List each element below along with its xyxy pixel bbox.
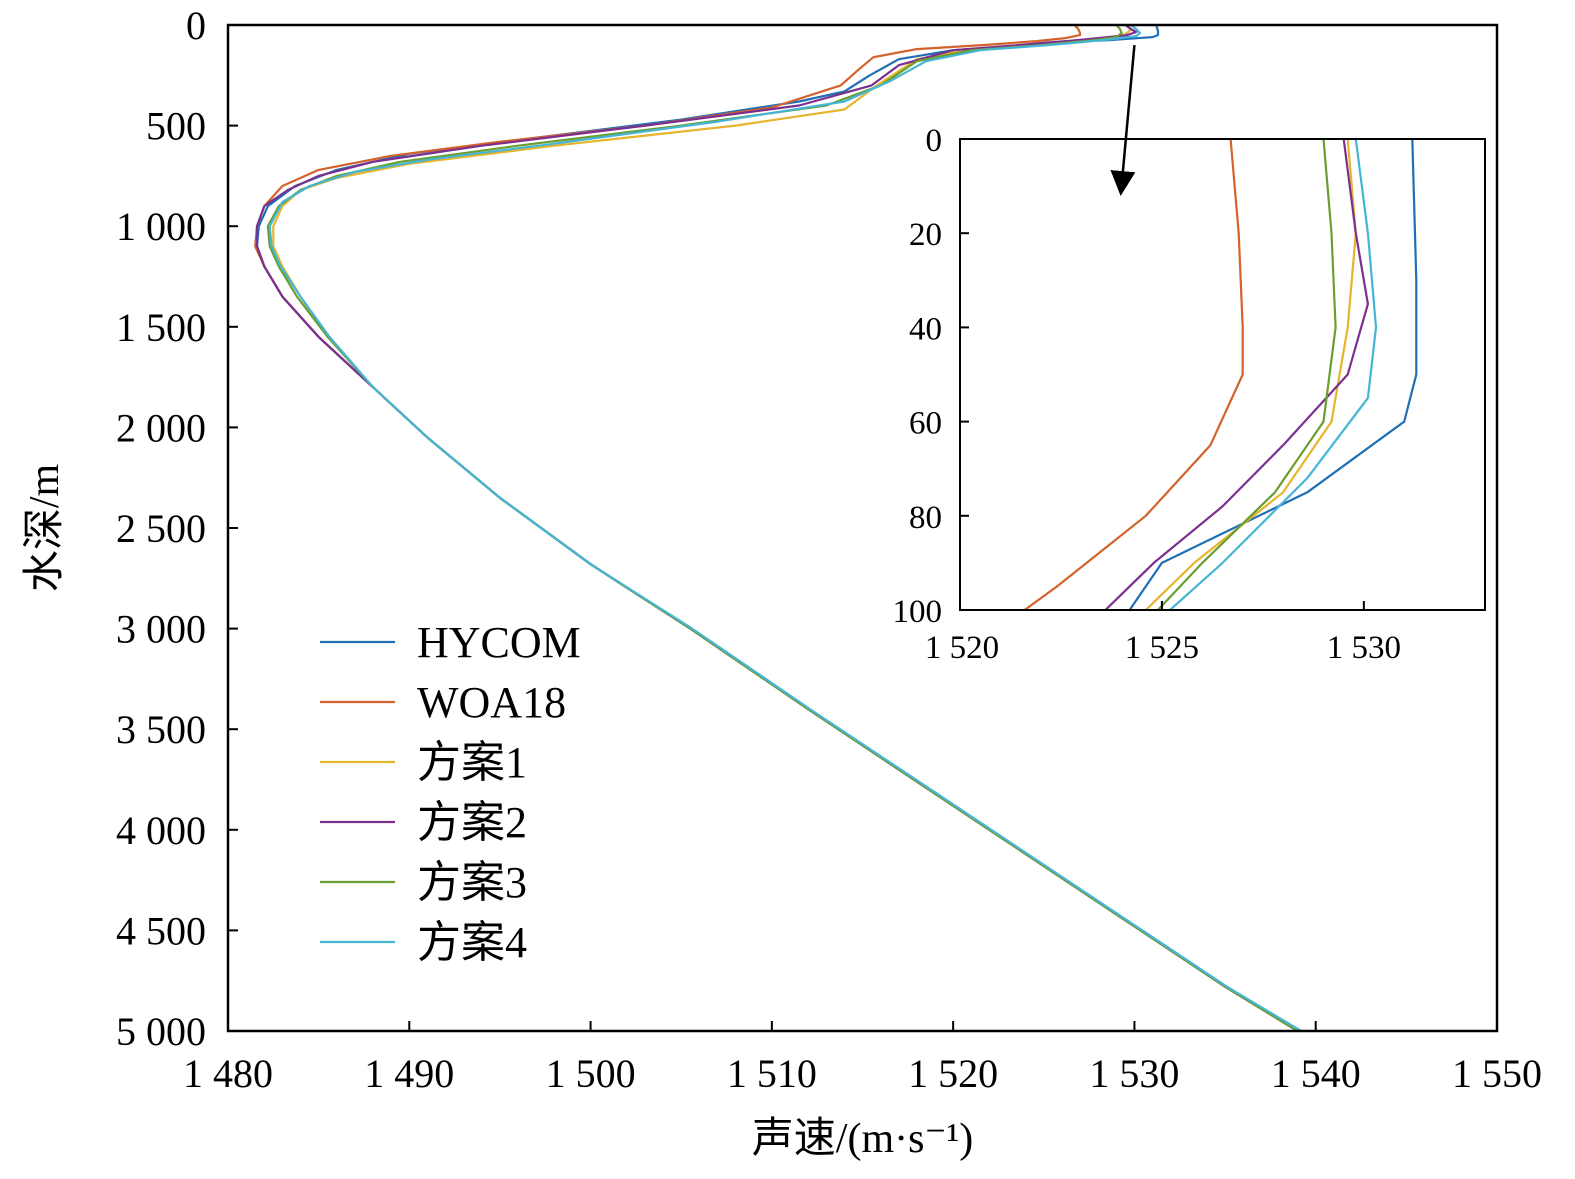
y-tick-label: 3 500 [116, 707, 206, 752]
inset-line-series-3 [1143, 139, 1357, 610]
y-tick-label: 2 500 [116, 506, 206, 551]
legend-label-5: 方案3 [417, 858, 527, 907]
x-axis-title: 声速/(m·s⁻¹) [752, 1116, 973, 1162]
inset-series-group [1022, 139, 1418, 610]
inset-x-tick-label: 1 520 [925, 630, 999, 666]
x-tick-label: 1 490 [364, 1051, 454, 1096]
x-tick-label: 1 540 [1271, 1051, 1361, 1096]
inset-y-tick-label: 0 [926, 123, 943, 159]
inset-line-series-4 [1103, 139, 1369, 610]
y-tick-label: 2 000 [116, 405, 206, 450]
inset-y-tick-label: 40 [909, 311, 942, 347]
y-tick-label: 5 000 [116, 1009, 206, 1054]
inset-y-tick-label: 100 [893, 594, 943, 630]
inset-line-series-2 [1022, 139, 1244, 610]
legend-label-1: HYCOM [417, 618, 581, 667]
main-axis-ticks: 1 480 1 490 1 500 1 510 1 520 1 530 1 540 1 550… [116, 3, 1542, 1096]
zoom-arrow [1110, 45, 1136, 197]
y-tick-label: 4 000 [116, 808, 206, 853]
inset-y-tick-label: 60 [909, 406, 942, 442]
x-tick-label: 1 530 [1089, 1051, 1179, 1096]
inset-y-tick-label: 20 [909, 217, 942, 253]
y-tick-label: 0 [186, 3, 206, 48]
x-tick-label: 1 510 [727, 1051, 817, 1096]
inset-x-tick-label: 1 525 [1125, 630, 1199, 666]
legend-label-4: 方案2 [417, 798, 527, 847]
x-tick-label: 1 500 [546, 1051, 636, 1096]
inset-x-tick-label: 1 530 [1327, 630, 1401, 666]
y-tick-label: 3 000 [116, 607, 206, 652]
legend-label-6: 方案4 [417, 918, 527, 967]
inset-line-series-5 [1156, 139, 1337, 610]
y-tick-label: 4 500 [116, 908, 206, 953]
legend-label-2: WOA18 [417, 678, 566, 727]
y-tick-label: 1 500 [116, 305, 206, 350]
inset-axis-ticks: 1 520 1 525 1 530 0 20 40 60 80 100 [893, 123, 1401, 666]
y-tick-label: 1 000 [116, 204, 206, 249]
main-series-group [254, 24, 1302, 1032]
legend-label-3: 方案1 [417, 738, 527, 787]
legend: HYCOM WOA18 方案1 方案2 方案3 方案4 [320, 618, 581, 967]
x-tick-label: 1 550 [1452, 1051, 1542, 1096]
inset-line-series-6 [1168, 139, 1378, 610]
y-axis-title: 水深/m [22, 464, 68, 593]
inset-line-series-1 [1127, 139, 1418, 610]
inset-plot-frame [959, 138, 1486, 611]
x-tick-label: 1 520 [908, 1051, 998, 1096]
y-tick-label: 500 [146, 104, 206, 149]
inset-background [960, 139, 1485, 610]
x-tick-label: 1 480 [183, 1051, 273, 1096]
main-line-series-6 [268, 24, 1302, 1032]
inset-y-tick-label: 80 [909, 500, 942, 536]
